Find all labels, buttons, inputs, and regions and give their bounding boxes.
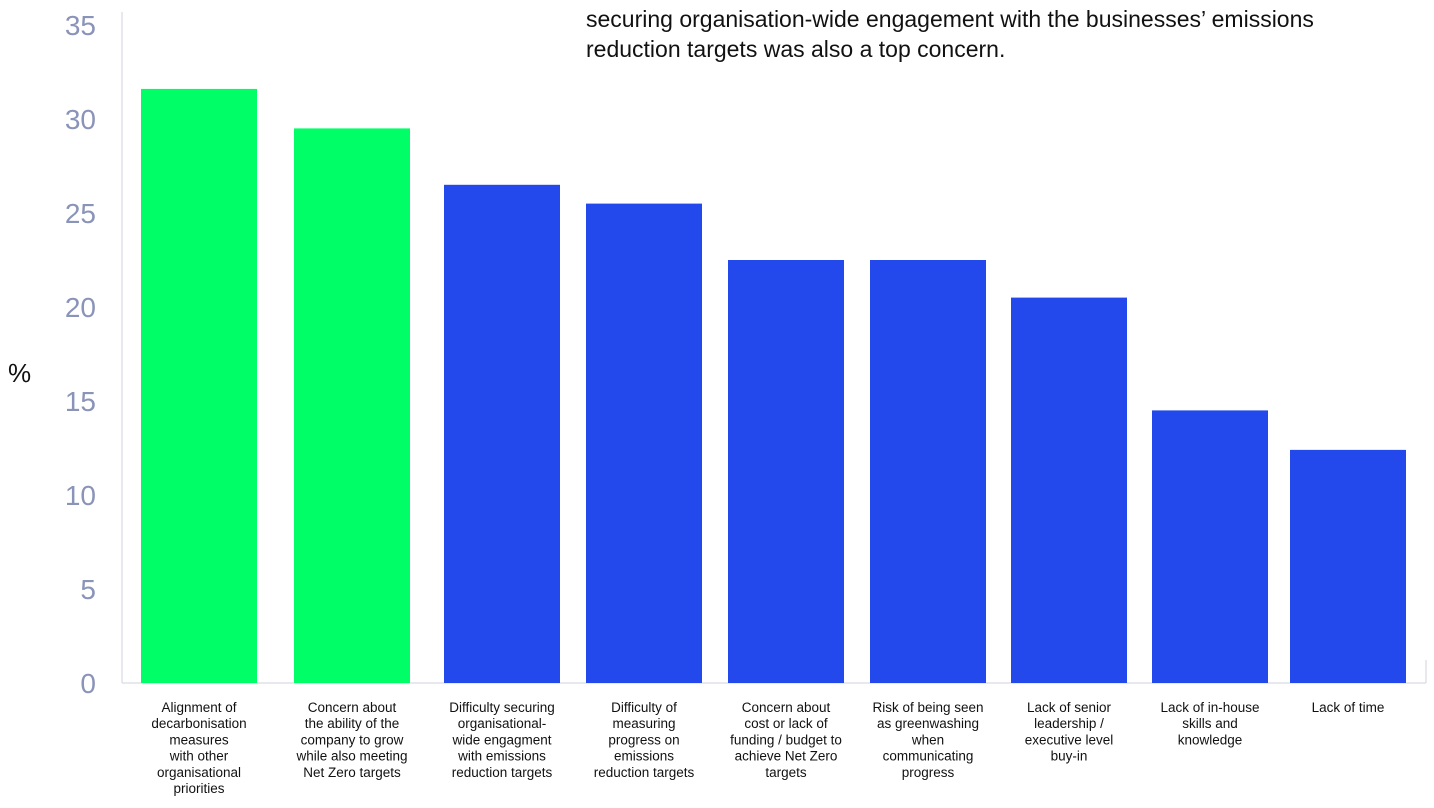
y-tick-label: 30	[65, 104, 96, 135]
x-tick-label-3: Difficulty securing organisational-wide e…	[449, 700, 555, 780]
x-tick-label-6: Risk of being seen as greenwashing when com…	[872, 700, 983, 780]
bar-1	[141, 88, 257, 684]
bar-2	[294, 128, 410, 683]
y-tick-label: 0	[80, 668, 96, 699]
x-tick-label-2: Concern about the ability of the company t…	[295, 700, 407, 780]
x-tick-label-7: Lack of senior leadership / executive leve…	[1025, 700, 1114, 764]
x-tick-label-5: Concern about cost or lack of funding / bu…	[730, 700, 842, 780]
intro-text: securing organisation-wide engagement wi…	[586, 6, 1314, 62]
bar-9	[1290, 449, 1406, 683]
bar-3	[444, 184, 560, 684]
bar-8	[1152, 410, 1268, 683]
y-tick-label: 20	[65, 292, 96, 323]
x-tick-label-8: Lack of in-house skills and knowledge	[1160, 700, 1259, 747]
bar-6	[870, 260, 986, 683]
y-tick-label: 25	[65, 198, 96, 229]
y-tick-label: 10	[65, 480, 96, 511]
y-tick-label: 35	[65, 10, 96, 41]
y-axis-label: %	[8, 358, 32, 388]
y-tick-label: 15	[65, 386, 96, 417]
x-tick-label-4: Difficulty of measuring progress on emissio…	[594, 700, 695, 780]
y-tick-labels: 0 5 10 15 20 25 30 35	[65, 10, 96, 699]
bars	[141, 88, 1406, 684]
bar-5	[728, 260, 844, 683]
bar-7	[1011, 297, 1127, 683]
x-tick-labels: Alignment of decarbonisation measures with …	[151, 700, 1384, 796]
bar-4	[586, 203, 702, 683]
x-tick-label-1: Alignment of decarbonisation measures with …	[151, 700, 246, 796]
y-tick-label: 5	[80, 574, 96, 605]
x-tick-label-9: Lack of time	[1312, 700, 1385, 715]
